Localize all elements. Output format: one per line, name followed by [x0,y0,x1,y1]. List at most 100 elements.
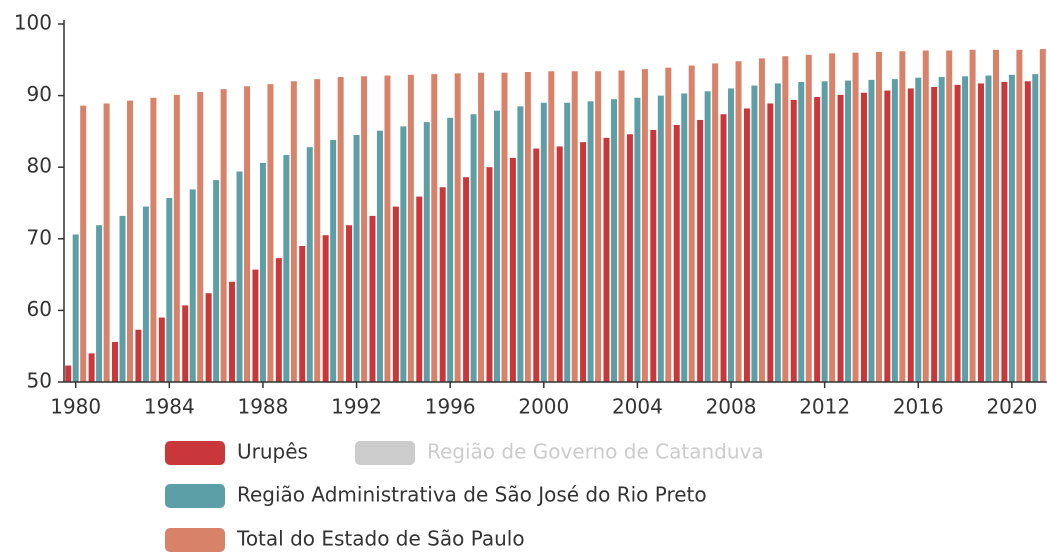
bar [197,92,204,383]
bar [969,49,976,382]
bar [790,99,797,382]
bar [259,162,266,382]
bar [290,81,297,382]
bar [493,110,500,383]
bar [712,63,719,382]
bar [938,76,945,382]
bar [346,225,353,382]
bar [728,88,735,382]
bar [603,137,610,382]
bar [548,71,555,383]
bar [283,155,290,382]
bar [845,80,852,383]
bar [470,114,477,382]
legend-swatch [165,484,225,508]
bar [314,79,321,382]
bar [751,85,758,383]
bar [829,53,836,383]
x-tick-label: 2016 [893,395,944,419]
bar [1032,74,1039,383]
bar [837,94,844,382]
bar [182,305,189,382]
bar [142,206,149,382]
bar [673,124,680,383]
bar [72,234,79,382]
bar [416,196,423,382]
bars [65,49,1046,383]
y-tick-label: 80 [27,154,52,178]
bar [361,76,368,382]
bar [564,102,571,382]
bar [376,130,383,382]
bar [112,341,119,382]
bar [486,167,493,382]
x-tick-label: 2012 [799,395,850,419]
bar [439,187,446,382]
bar [915,77,922,382]
x-tick-label: 1984 [144,395,195,419]
bar [275,258,282,382]
bar [501,72,508,383]
bar [1016,49,1023,382]
bar [330,139,337,382]
bar [1001,81,1008,382]
bar [962,76,969,382]
bar [782,56,789,382]
bar [423,122,430,382]
bar [517,106,524,382]
bar [96,225,103,382]
bar [758,58,765,382]
bar [946,50,953,382]
bar [611,99,618,383]
legend-swatch [165,441,225,465]
bar [954,84,961,383]
bar [657,95,664,382]
bar [650,129,657,382]
bar [166,197,173,382]
y-tick-label: 100 [14,11,52,35]
bar [431,74,438,383]
x-tick-label: 1996 [425,395,476,419]
x-tick-label: 2004 [612,395,663,419]
y-tick-label: 70 [27,225,52,249]
bar [884,90,891,382]
bar [774,83,781,382]
bar [1008,74,1015,382]
bar [236,171,243,382]
bar [189,189,196,382]
bar [447,117,454,383]
bar [587,101,594,382]
y-tick-label: 50 [27,369,52,393]
bar [891,79,898,382]
bar [595,71,602,383]
bar [384,75,391,382]
x-tick-label: 1988 [237,395,288,419]
bar [868,79,875,383]
bar [533,148,540,382]
bar [252,269,259,382]
bar [907,88,914,382]
x-tick-label: 2020 [986,395,1037,419]
bar [821,81,828,382]
bar [407,74,414,382]
bar [704,91,711,382]
bar [626,134,633,382]
bar [337,76,344,382]
bar [580,142,587,382]
bar [899,51,906,382]
bar [641,69,648,382]
legend-label: Região Administrativa de São José do Rio… [237,483,707,507]
bar [392,206,399,382]
bar [244,86,251,383]
y-tick-label: 90 [27,82,52,106]
bar [977,83,984,382]
x-tick-label: 1992 [331,395,382,419]
bar [353,134,360,382]
bar [205,293,212,382]
legend-label: Região de Governo de Catanduva [427,440,764,464]
bar [571,71,578,383]
bar [697,119,704,382]
bar [681,93,688,383]
bar [985,75,992,382]
